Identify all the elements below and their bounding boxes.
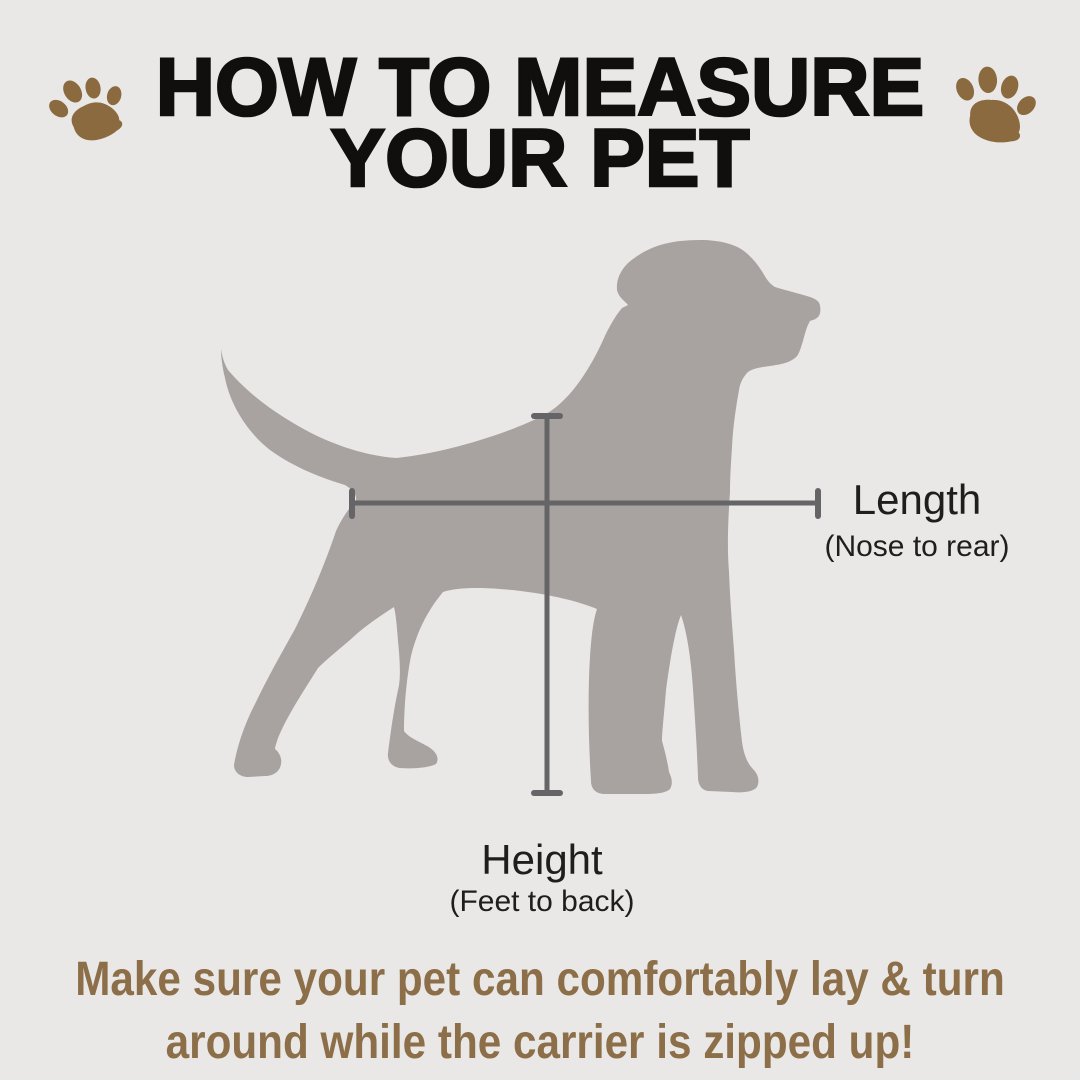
length-label: Length xyxy=(852,476,982,523)
height-label: Height xyxy=(481,836,603,883)
page-title-line-1: HOW TO MEASURE xyxy=(154,42,925,133)
length-sublabel: (Nose to rear) xyxy=(824,530,1010,563)
height-sublabel: (Feet to back) xyxy=(449,885,635,918)
footer-note-line-2: around while the carrier is zipped up! xyxy=(165,1016,915,1069)
footer-note-line-1: Make sure your pet can comfortably lay &… xyxy=(75,953,1005,1006)
paw-print-icon xyxy=(946,61,1043,147)
length-measure-line xyxy=(349,488,821,519)
paw-print-icon xyxy=(38,61,139,155)
page-title-line-2: YOUR PET xyxy=(329,113,751,204)
dog-silhouette xyxy=(221,240,821,794)
height-measure-line xyxy=(531,413,563,796)
